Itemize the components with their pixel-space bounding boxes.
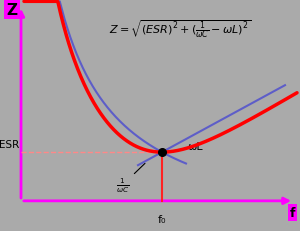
Text: ωL: ωL	[188, 142, 203, 152]
Text: Z: Z	[7, 3, 17, 18]
Text: $Z=\sqrt{(ESR)^2+(\frac{1}{\omega C}-\omega L)^2}$: $Z=\sqrt{(ESR)^2+(\frac{1}{\omega C}-\om…	[109, 18, 251, 40]
Text: $\frac{1}{\omega C}$: $\frac{1}{\omega C}$	[116, 164, 145, 194]
Text: f₀: f₀	[158, 214, 166, 224]
Text: ESR: ESR	[0, 139, 20, 149]
Text: f: f	[290, 206, 295, 219]
